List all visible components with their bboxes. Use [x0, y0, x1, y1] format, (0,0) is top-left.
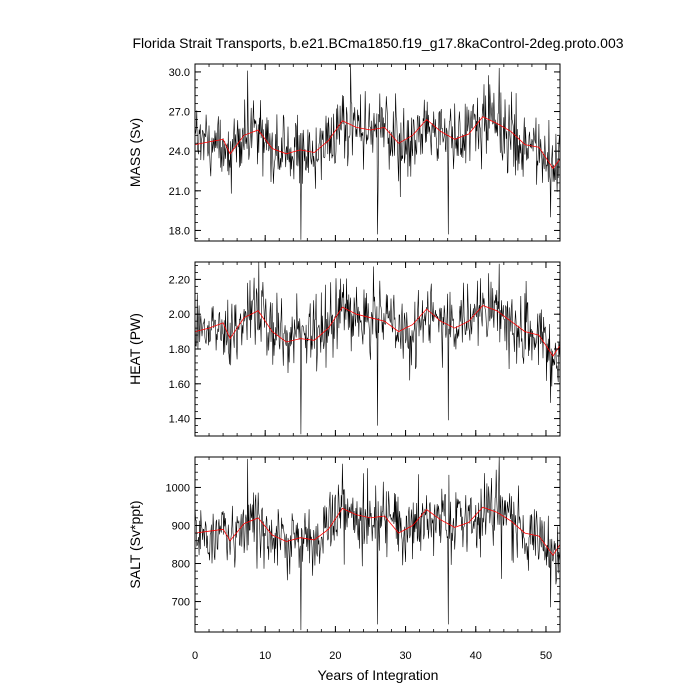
x-tick-label: 50 — [540, 650, 552, 662]
y-tick-label: 21.0 — [169, 186, 190, 198]
y-tick-label: 24.0 — [169, 146, 190, 158]
x-axis-label: Years of Integration — [318, 667, 439, 683]
x-tick-label: 40 — [470, 650, 482, 662]
y-tick-label: 18.0 — [169, 225, 190, 237]
annual-mean-line — [194, 305, 561, 357]
panel-1: 18.0 21.0 24.0 27.0 30.0 MASS (Sv) — [127, 63, 561, 242]
y-tick-label: 2.00 — [169, 309, 190, 321]
figure-title: Florida Strait Transports, b.e21.BCma185… — [132, 35, 623, 51]
y-tick-label: 1000 — [166, 482, 190, 494]
y-tick-label: 27.0 — [169, 107, 190, 119]
monthly-series-line — [194, 63, 561, 240]
panel-3: 700 800 900 1000 0 10 20 30 40 50 SALT (Sv*ppt) — [127, 456, 561, 662]
y-tick-label: 1.80 — [169, 344, 190, 356]
x-tick-label: 10 — [259, 650, 271, 662]
x-tick-label: 0 — [192, 650, 198, 662]
x-tick-label: 30 — [399, 650, 411, 662]
panels-group: 18.0 21.0 24.0 27.0 30.0 MASS (Sv) 1.40 1.60 1.8… — [127, 63, 561, 662]
panel-2: 1.40 1.60 1.80 2.00 2.20 HEAT (PW) — [127, 261, 561, 437]
y-axis-label: SALT (Sv*ppt) — [127, 500, 143, 588]
y-tick-label: 30.0 — [169, 67, 190, 79]
y-tick-label: 900 — [172, 520, 190, 532]
y-tick-label: 2.20 — [169, 274, 190, 286]
annual-mean-line — [194, 116, 561, 170]
y-tick-label: 1.60 — [169, 379, 190, 391]
x-tick-label: 20 — [329, 650, 341, 662]
y-tick-label: 700 — [172, 597, 190, 609]
y-axis-label: HEAT (PW) — [127, 313, 143, 385]
y-tick-label: 1.40 — [169, 414, 190, 426]
y-axis-label: MASS (Sv) — [127, 118, 143, 187]
annual-mean-line — [194, 506, 561, 556]
y-tick-label: 800 — [172, 559, 190, 571]
monthly-series-line — [194, 261, 561, 435]
